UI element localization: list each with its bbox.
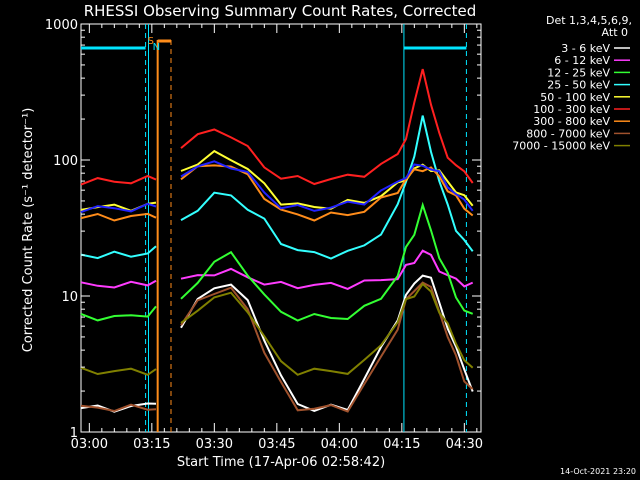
legend-label: 50 - 100 keV <box>540 91 610 104</box>
series-12-25-keV-segment-1 <box>180 201 474 322</box>
x-axis-label: Start Time (17-Apr-06 02:58:42) <box>177 455 385 470</box>
series-12-25-keV-segment-0 <box>80 305 157 322</box>
time-markers: SN <box>81 24 467 432</box>
legend-label: 6 - 12 keV <box>554 54 610 67</box>
series-3-6-keV-segment-1 <box>180 274 474 412</box>
plot-frame <box>80 23 482 433</box>
legend-header-line-1: Det 1,3,4,5,6,9, <box>546 14 632 27</box>
series-7000-15000-keV-segment-1 <box>180 282 474 376</box>
plot-area <box>80 23 482 433</box>
series-6-12-keV-segment-0 <box>80 279 157 289</box>
y-axis-label: Corrected Count Rate (s⁻¹ detector⁻¹) <box>21 108 36 353</box>
x-tick-label: 03:00 <box>71 437 108 452</box>
x-tick-label: 03:30 <box>196 437 233 452</box>
series-layer <box>80 68 474 413</box>
legend-label: 3 - 6 keV <box>561 42 610 55</box>
x-tick-label: 04:00 <box>321 437 358 452</box>
legend-header-line-2: Att 0 <box>602 26 628 39</box>
timestamp: 14-Oct-2021 23:20 <box>560 467 636 476</box>
legend-label: 300 - 800 keV <box>533 115 610 128</box>
legend-label: 7000 - 15000 keV <box>512 140 610 153</box>
series-blue-segment-1 <box>180 160 474 212</box>
series-25-50-keV-segment-1 <box>180 115 474 260</box>
y-axis: 1 10 100 1000 <box>45 18 481 441</box>
y-tick-label: 10 <box>61 290 78 305</box>
x-tick-label: 03:15 <box>133 437 170 452</box>
y-tick-label: 1000 <box>45 18 78 33</box>
x-axis: 03:00 03:15 03:30 03:45 04:00 04:15 04:30 <box>71 24 483 452</box>
series-50-100-keV-segment-1 <box>180 149 474 210</box>
series-blue-segment-0 <box>80 202 157 214</box>
legend-label: 25 - 50 keV <box>547 79 610 92</box>
x-tick-label: 04:15 <box>383 437 420 452</box>
y-tick-label: 1 <box>70 426 78 441</box>
legend-label: 800 - 7000 keV <box>526 127 610 140</box>
legend-label: 12 - 25 keV <box>547 66 610 79</box>
legend-label: 100 - 300 keV <box>533 103 610 116</box>
saa-marker-label: S <box>148 36 154 47</box>
series-7000-15000-keV-segment-0 <box>80 366 157 376</box>
night-marker-label: N <box>153 42 160 53</box>
chart-title: RHESSI Observing Summary Count Rates, Co… <box>84 2 477 20</box>
x-tick-label: 04:30 <box>446 437 483 452</box>
y-tick-label: 100 <box>53 154 78 169</box>
series-100-300-keV-segment-0 <box>80 174 157 186</box>
series-800-7000-keV-segment-1 <box>180 281 474 413</box>
series-25-50-keV-segment-0 <box>80 245 157 260</box>
series-6-12-keV-segment-1 <box>180 249 474 290</box>
series-300-800-keV-segment-0 <box>80 212 157 222</box>
series-800-7000-keV-segment-0 <box>80 403 157 413</box>
series-100-300-keV-segment-1 <box>180 68 474 186</box>
x-tick-label: 03:45 <box>258 437 295 452</box>
